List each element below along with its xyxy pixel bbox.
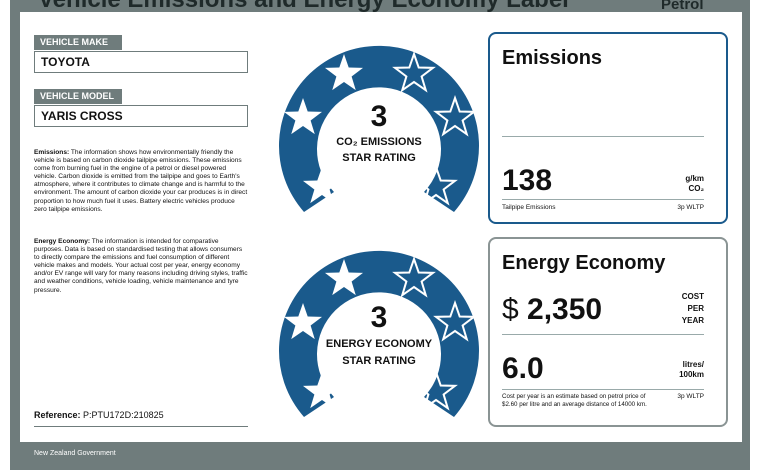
economy-footer-right: 3p WLTP (677, 393, 704, 400)
emissions-info-heading: Emissions: (34, 149, 70, 156)
economy-rating-ring (279, 250, 479, 417)
vehicle-make-value: TOYOTA (34, 51, 248, 73)
emissions-card: Emissions 138 g/km CO₂ Tailpipe Emission… (488, 32, 728, 224)
vehicle-model-label: VEHICLE MODEL (34, 89, 122, 104)
label-title: Vehicle Emissions and Energy Economy Lab… (38, 0, 569, 14)
cost-per-year: $ 2,350 (502, 293, 602, 327)
footer-text: New Zealand Government (34, 450, 116, 457)
rating-star (433, 94, 477, 137)
emissions-info: Emissions: The information shows how env… (34, 149, 248, 214)
cost-unit-line3: YEAR (681, 316, 704, 325)
reference-label: Reference: (34, 410, 81, 420)
economy-info-text: The information is intended for comparat… (34, 238, 248, 294)
economy-stars (283, 255, 477, 411)
emissions-rating-line2: STAR RATING (342, 152, 416, 164)
economy-rating-number: 3 (371, 301, 388, 334)
emissions-rating-line1: CO₂ EMISSIONS (336, 136, 422, 148)
emissions-divider (502, 136, 704, 137)
emissions-value: 138 (502, 164, 553, 197)
vehicle-model-value: YARIS CROSS (34, 105, 248, 127)
emissions-unit-line1: g/km (685, 174, 704, 183)
cost-currency: $ (502, 293, 519, 326)
emissions-card-title: Emissions (502, 47, 603, 69)
emissions-unit-line2: CO₂ (688, 184, 704, 193)
emissions-rating-ring (279, 45, 479, 212)
cost-note: Cost per year is an estimate based on pe… (502, 393, 647, 408)
rating-star (302, 372, 342, 409)
rating-star (302, 167, 342, 204)
emissions-info-text: The information shows how environmentall… (34, 149, 248, 213)
economy-info-heading: Energy Economy: (34, 238, 91, 245)
rating-star (414, 163, 458, 206)
rating-star (392, 50, 436, 93)
economy-unit-line1: litres/ (682, 360, 704, 369)
economy-value: 6.0 (502, 352, 544, 385)
economy-divider (502, 334, 704, 335)
emissions-divider-bottom (502, 199, 704, 200)
reference: Reference: P:PTU172D:210825 (34, 410, 248, 427)
fuel-type: Petrol (661, 0, 704, 13)
emissions-star-rating: 3 CO₂ EMISSIONS STAR RATING (279, 45, 479, 212)
economy-unit-line2: 100km (679, 370, 704, 379)
cost-unit: COST PER YEAR (682, 291, 704, 327)
cost-unit-line2: PER (687, 304, 704, 313)
rating-star (283, 98, 323, 135)
reference-value: P:PTU172D:210825 (83, 410, 164, 420)
economy-star-rating: 3 ENERGY ECONOMY STAR RATING (279, 250, 479, 417)
economy-rating-line1: ENERGY ECONOMY (326, 338, 433, 350)
economy-divider-bottom (502, 389, 704, 390)
rating-star (392, 255, 436, 298)
emissions-footer-left: Tailpipe Emissions (502, 204, 556, 211)
vehicle-make-label: VEHICLE MAKE (34, 35, 122, 50)
energy-economy-card: Energy Economy $ 2,350 COST PER YEAR 6.0… (488, 237, 728, 427)
economy-card-title: Energy Economy (502, 252, 666, 274)
rating-star (283, 303, 323, 340)
rating-star (433, 299, 477, 342)
emissions-stars (283, 50, 477, 206)
cost-unit-line1: COST (681, 292, 704, 301)
rating-star (414, 368, 458, 411)
cost-value: 2,350 (527, 293, 603, 326)
economy-info: Energy Economy: The information is inten… (34, 238, 248, 295)
emissions-unit: g/km CO₂ (685, 174, 704, 194)
rating-star (324, 54, 364, 91)
rating-star (324, 259, 364, 296)
emissions-footer-right: 3p WLTP (677, 204, 704, 211)
economy-unit: litres/ 100km (679, 360, 704, 380)
economy-rating-line2: STAR RATING (342, 355, 416, 367)
emissions-rating-number: 3 (371, 100, 388, 133)
